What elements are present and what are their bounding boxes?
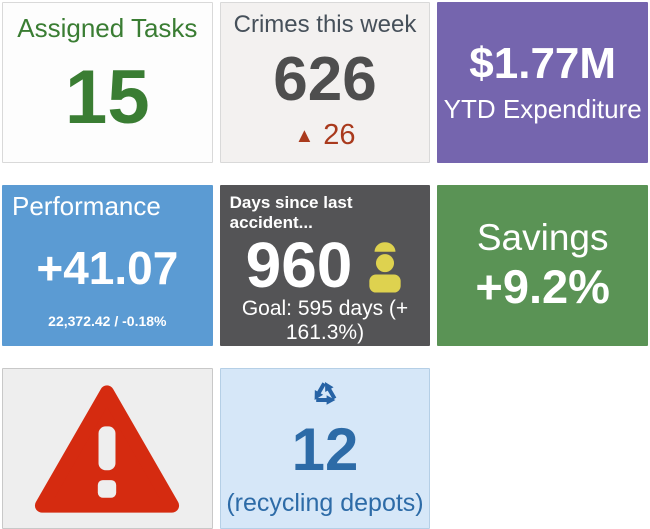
performance-detail: 22,372.42 / -0.18%: [48, 313, 167, 329]
accident-value: 960: [245, 229, 353, 301]
expenditure-value: $1.77M: [469, 38, 617, 88]
crimes-delta: ▲ 26: [294, 121, 355, 150]
savings-title: Savings: [476, 217, 609, 259]
empty-cell: [437, 368, 648, 529]
card-savings: Savings +9.2%: [437, 185, 648, 346]
recycling-value: 12: [291, 415, 359, 483]
card-crimes-this-week: Crimes this week 626 ▲ 26: [219, 2, 431, 163]
accident-goal: Goal: 595 days (+ 161.3%): [241, 297, 409, 344]
card-warning: [2, 368, 213, 529]
assigned-tasks-value: 15: [65, 55, 150, 140]
warning-triangle-icon: [33, 384, 181, 514]
card-days-since-accident: Days since last accident... 960 Goal: 59…: [219, 185, 431, 346]
accident-value-row: 960: [220, 233, 431, 297]
recycling-label: (recycling depots): [226, 489, 424, 517]
crimes-title: Crimes this week: [233, 11, 417, 38]
performance-title: Performance: [12, 191, 161, 221]
savings-value: +9.2%: [475, 259, 610, 313]
crimes-delta-value: 26: [323, 119, 356, 151]
card-performance: Performance +41.07 22,372.42 / -0.18%: [2, 185, 213, 346]
expenditure-label: YTD Expenditure: [443, 94, 642, 125]
crimes-value: 626: [273, 45, 377, 114]
worker-icon: [366, 237, 404, 293]
recycle-icon: [309, 378, 341, 410]
card-assigned-tasks: Assigned Tasks 15: [2, 2, 213, 163]
assigned-tasks-title: Assigned Tasks: [17, 13, 198, 43]
card-recycling: 12 (recycling depots): [219, 368, 431, 529]
accident-title: Days since last accident...: [229, 193, 353, 232]
performance-value: +41.07: [36, 241, 179, 294]
card-ytd-expenditure: $1.77M YTD Expenditure: [437, 2, 648, 163]
up-triangle-icon: ▲: [294, 124, 315, 147]
